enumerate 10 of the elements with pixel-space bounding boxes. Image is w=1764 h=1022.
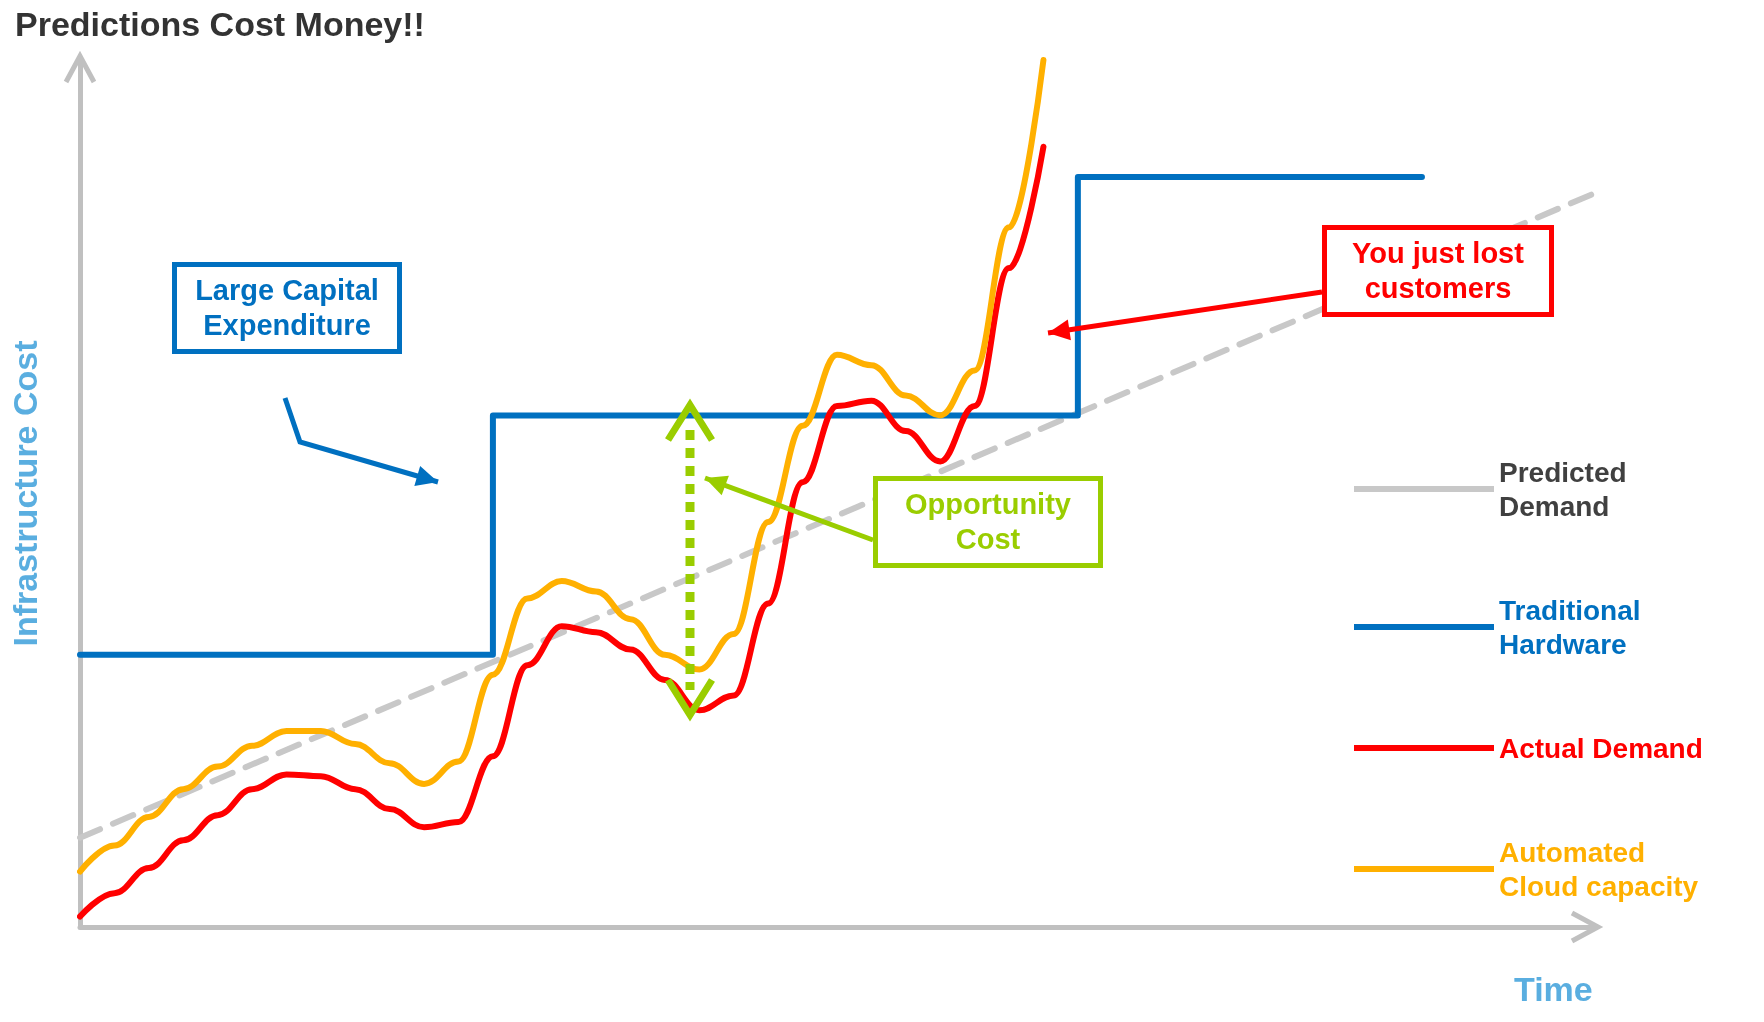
- annotation: Opportunity Cost: [873, 476, 1103, 568]
- chart-title: Predictions Cost Money!!: [15, 5, 425, 43]
- x-axis-title: Time: [1514, 970, 1593, 1008]
- y-axis-title: Infrastructure Cost: [6, 340, 44, 647]
- legend-label: Traditional Hardware: [1499, 594, 1649, 660]
- legend-label: Predicted Demand: [1499, 456, 1635, 522]
- legend-label: Actual Demand: [1499, 732, 1703, 764]
- annotation: You just lost customers: [1322, 225, 1554, 317]
- annotation: Large Capital Expenditure: [172, 262, 402, 354]
- legend-label: Automated Cloud capacity: [1499, 836, 1699, 902]
